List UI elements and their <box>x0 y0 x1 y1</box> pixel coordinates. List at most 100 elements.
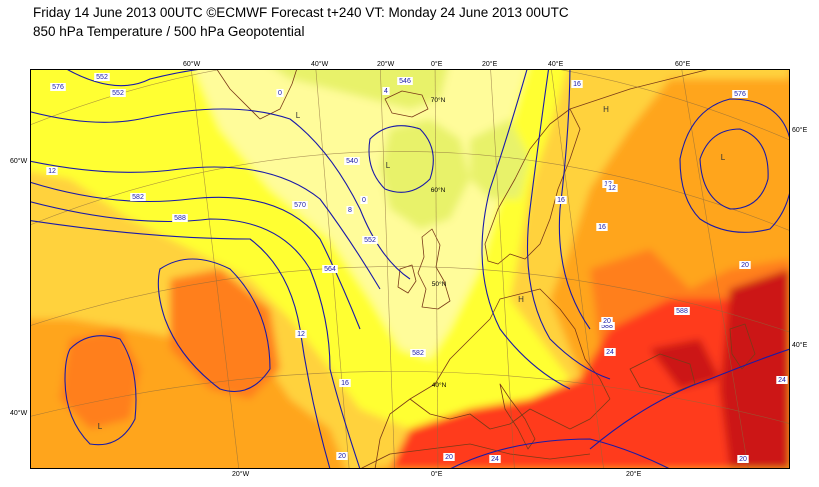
geopotential-labels: 552 546 552 576 582 588 570 540 552 564 582 588 576 5… <box>50 73 748 357</box>
coast-mediterranean <box>409 398 611 430</box>
contour-564 <box>30 160 381 290</box>
temperature-label: 16 <box>571 80 583 88</box>
svg-text:552: 552 <box>112 90 124 97</box>
temperature-label: 8 <box>346 206 354 214</box>
temperature-label: 24 <box>489 455 501 463</box>
contour-east-588 <box>589 348 790 450</box>
top-lon-label: 20°W <box>377 61 395 68</box>
pressure-centre-label: L <box>386 161 391 170</box>
meridian-line <box>190 69 240 469</box>
meridian-line <box>434 69 439 469</box>
temperature-fill <box>30 69 790 469</box>
svg-text:588: 588 <box>601 323 613 330</box>
top-lon-label: 40°W <box>311 61 329 68</box>
contour-ring-inner <box>699 128 769 210</box>
chart-subtitle: 850 hPa Temperature / 500 hPa Geopotenti… <box>33 24 305 39</box>
svg-text:40°N: 40°N <box>432 381 447 389</box>
contour-582 <box>30 219 331 469</box>
svg-text:564: 564 <box>324 266 336 273</box>
coast-ireland <box>397 264 417 294</box>
temperature-label: 0 <box>360 196 368 204</box>
top-lon-label: 0°E <box>431 61 443 68</box>
parallel-line <box>30 266 790 333</box>
svg-text:L: L <box>386 161 391 170</box>
geopotential-label: 552 <box>94 73 110 81</box>
svg-text:L: L <box>98 422 103 431</box>
fill-deep-red-se <box>650 339 720 389</box>
meridian-line <box>490 69 515 469</box>
svg-text:588: 588 <box>174 215 186 222</box>
meridian-line <box>681 69 749 469</box>
parallel-line <box>30 371 790 424</box>
svg-text:60°N: 60°N <box>431 186 446 194</box>
fill-deep-red-east <box>720 269 790 469</box>
temperature-label: 20 <box>601 317 613 325</box>
left-edge-label: 40°W <box>10 410 28 417</box>
svg-text:20: 20 <box>603 318 611 325</box>
svg-text:24: 24 <box>606 349 614 356</box>
contour-576 <box>30 201 361 469</box>
pressure-centre-label: H <box>603 105 609 114</box>
pressure-centres: L L H L H L <box>98 105 726 431</box>
coast-north-africa <box>359 443 591 469</box>
coast-europe-west <box>374 288 611 469</box>
svg-text:12: 12 <box>297 331 305 338</box>
contour-ring-west <box>157 258 271 393</box>
svg-text:8: 8 <box>348 207 352 214</box>
temperature-label: 16 <box>555 196 567 204</box>
contour-552 <box>65 69 290 87</box>
pressure-centre-label: H <box>518 295 524 304</box>
svg-text:24: 24 <box>491 456 499 463</box>
temperature-label: 20 <box>443 453 455 461</box>
geopotential-label: 540 <box>344 157 360 165</box>
geopotential-label: 588 <box>172 214 188 222</box>
svg-text:24: 24 <box>778 377 786 384</box>
geopotential-label: 582 <box>410 349 426 357</box>
meridian-line <box>551 69 604 469</box>
geopotential-label: 582 <box>130 193 146 201</box>
svg-text:L: L <box>721 153 726 162</box>
temperature-label: 12 <box>606 184 618 192</box>
forecast-map: 552 546 552 576 582 588 570 540 552 564 582 588 576 5… <box>30 69 790 469</box>
contour-ring-sw <box>64 335 137 446</box>
temperature-label: 24 <box>776 376 788 384</box>
svg-text:546: 546 <box>399 78 411 85</box>
svg-text:H: H <box>603 105 609 114</box>
temperature-label: 16 <box>339 379 351 387</box>
contour-ring-east <box>679 98 790 233</box>
temperature-label: 16 <box>596 223 608 231</box>
coast-iceland <box>384 90 429 118</box>
coast-russia-north <box>569 69 711 110</box>
temperature-label: 0 <box>276 89 284 97</box>
fill-dark-orange-sw <box>60 329 140 429</box>
pressure-centre-label: L <box>721 153 726 162</box>
svg-text:20: 20 <box>445 454 453 461</box>
svg-text:582: 582 <box>132 194 144 201</box>
svg-text:582: 582 <box>412 350 424 357</box>
top-lon-label: 60°W <box>183 61 201 68</box>
svg-text:L: L <box>296 111 301 120</box>
latitude-label: 50°N <box>432 280 447 288</box>
geopotential-label: 564 <box>322 265 338 273</box>
geopotential-label: 552 <box>362 236 378 244</box>
svg-text:0: 0 <box>278 90 282 97</box>
geopotential-label: 546 <box>397 77 413 85</box>
parallel-line <box>30 69 790 141</box>
svg-text:16: 16 <box>341 380 349 387</box>
svg-text:552: 552 <box>96 74 108 81</box>
svg-text:12: 12 <box>608 185 616 192</box>
contour-south-588 <box>449 438 671 469</box>
svg-text:540: 540 <box>346 158 358 165</box>
svg-text:20: 20 <box>739 456 747 463</box>
right-edge-label: 40°E <box>792 342 808 349</box>
svg-text:20: 20 <box>338 453 346 460</box>
pressure-centre-label: L <box>98 422 103 431</box>
geopotential-label: 552 <box>110 89 126 97</box>
svg-text:12: 12 <box>48 168 56 175</box>
svg-text:H: H <box>518 295 524 304</box>
geopotential-label: 588 <box>599 322 615 330</box>
bottom-lon-label: 20°E <box>626 471 642 478</box>
latitude-label: 70°N <box>431 96 446 104</box>
latitude-label: 60°N <box>431 186 446 194</box>
chart-title: Friday 14 June 2013 00UTC ©ECMWF Forecas… <box>33 5 569 20</box>
